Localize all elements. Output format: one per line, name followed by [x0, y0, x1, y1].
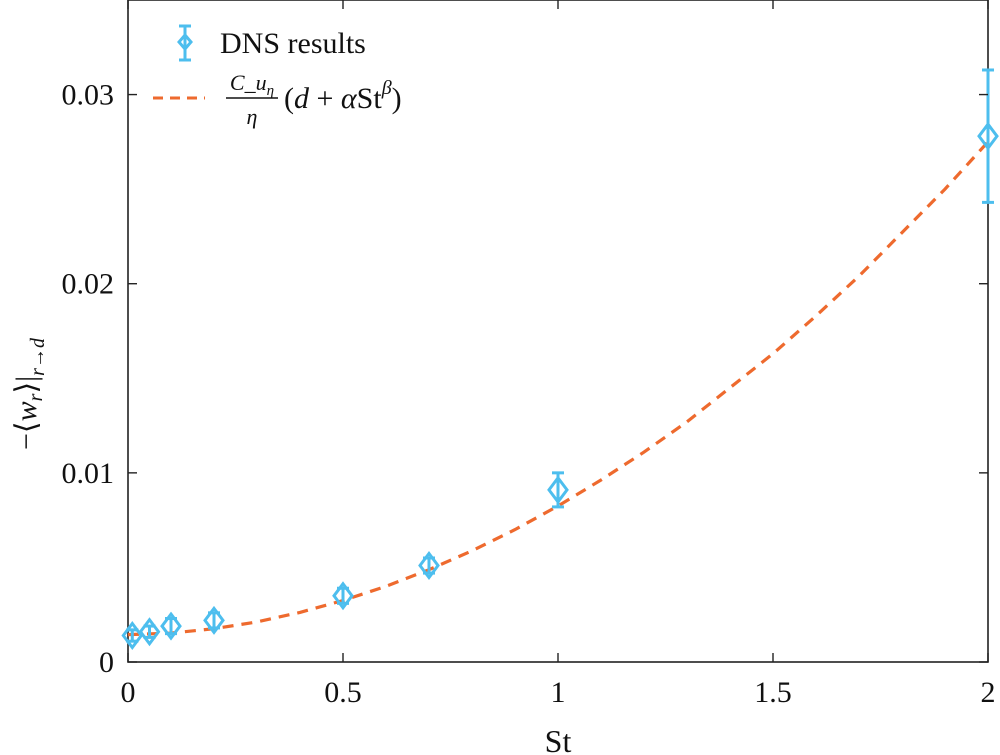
- x-tick-label: 1.5: [754, 676, 792, 709]
- ticks-layer: 0 0.5 1 1.5 2 0 0.01 0.02 0.03: [62, 0, 996, 709]
- fit-curve-layer: [127, 140, 990, 637]
- legend-fit-formula: C_uη η (d + αStβ): [226, 70, 402, 129]
- svg-text:(d + αStβ): (d + αStβ): [284, 77, 402, 115]
- diamond-marker: [121, 621, 144, 651]
- legend-diamond: [177, 32, 193, 52]
- data-point: [547, 471, 569, 509]
- y-axis-label: −⟨wr⟩|r→d: [10, 337, 49, 450]
- legend: DNS results C_uη η (d + αStβ): [153, 24, 402, 129]
- svg-text:η: η: [247, 104, 258, 129]
- data-point: [203, 605, 225, 635]
- legend-entry-dns: DNS results: [177, 24, 366, 62]
- plot-frame: [127, 0, 989, 663]
- y-tick-label: 0: [99, 646, 114, 679]
- data-point: [138, 617, 161, 647]
- diamond-marker: [160, 611, 182, 641]
- y-tick-label: 0.03: [62, 79, 115, 112]
- legend-dns-label: DNS results: [220, 27, 366, 60]
- diamond-marker: [203, 605, 225, 635]
- svg-text:C_uη: C_uη: [230, 70, 274, 99]
- x-tick-label: 2: [981, 676, 996, 709]
- x-tick-label: 1: [551, 676, 566, 709]
- data-point: [418, 551, 440, 581]
- diamond-marker: [332, 581, 354, 611]
- legend-entry-fit: C_uη η (d + αStβ): [153, 70, 402, 129]
- x-axis-label: St: [545, 723, 572, 755]
- fit-curve: [127, 140, 990, 637]
- diamond-marker: [418, 551, 440, 581]
- diamond-marker: [547, 475, 569, 505]
- legend-dns-marker: [177, 24, 193, 62]
- plot-area: [127, 0, 989, 663]
- x-tick-label: 0.5: [324, 676, 362, 709]
- data-point: [977, 68, 999, 204]
- svg-text:−⟨wr⟩|r→d: −⟨wr⟩|r→d: [10, 337, 49, 450]
- data-point: [332, 581, 354, 611]
- y-tick-label: 0.01: [62, 457, 115, 490]
- diamond-marker: [977, 121, 999, 151]
- y-tick-label: 0.02: [62, 268, 115, 301]
- data-point: [121, 621, 144, 651]
- diamond-marker: [138, 617, 161, 647]
- data-points-layer: [121, 68, 999, 651]
- x-tick-label: 0: [121, 676, 136, 709]
- data-point: [160, 611, 182, 641]
